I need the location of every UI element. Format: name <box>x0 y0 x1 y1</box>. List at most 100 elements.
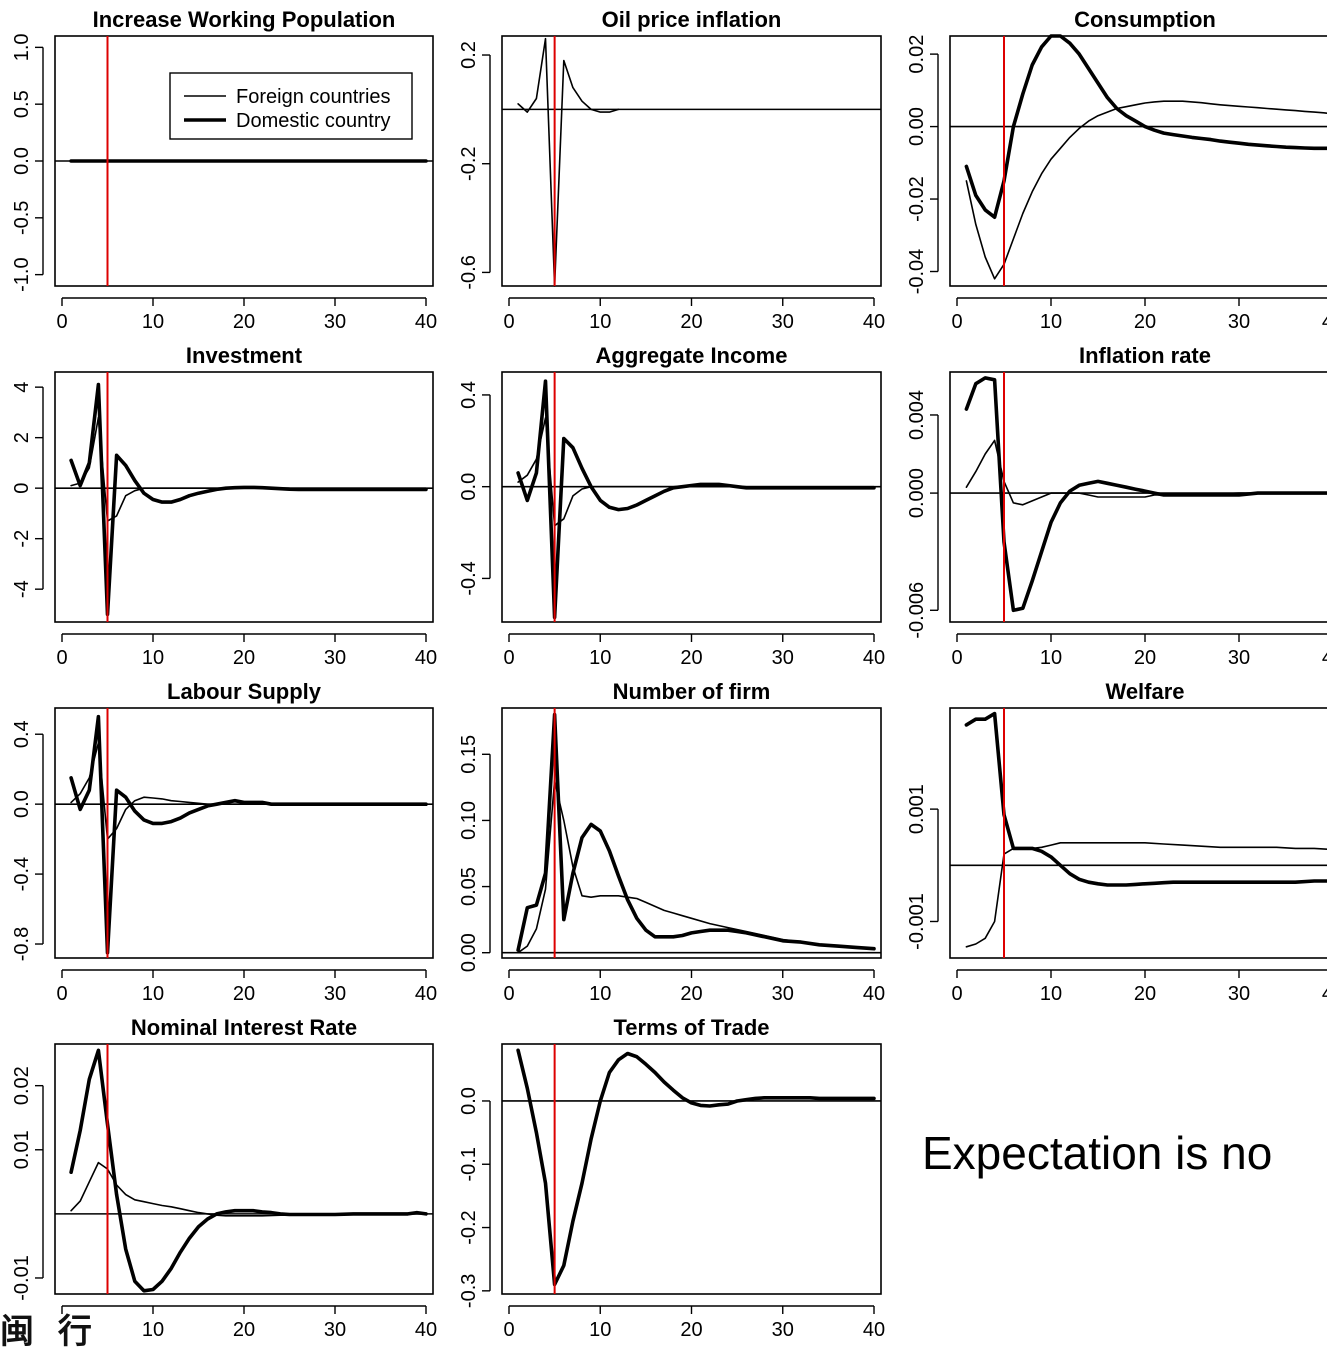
x-tick-label: 10 <box>589 647 611 669</box>
plot-frame <box>54 1043 434 1295</box>
x-tick-label: 30 <box>324 311 346 333</box>
plot-frame <box>54 707 434 959</box>
chart-panel: Aggregate Income 0 10 20 30 40 -0.4 0.0 0.4 <box>458 343 885 669</box>
x-tick-label: 30 <box>772 983 794 1005</box>
series-line-foreign <box>517 37 620 287</box>
plot-frame <box>501 35 882 287</box>
y-tick-label: 4 <box>11 382 33 393</box>
x-tick-label: 30 <box>1228 311 1250 333</box>
chart-title: Welfare <box>1105 679 1184 704</box>
x-tick-label: 40 <box>863 647 885 669</box>
chart-panel: Increase Working Population 0 10 20 30 40 -1.0… <box>11 7 437 333</box>
x-tick-label: 20 <box>233 311 255 333</box>
plot-frame <box>54 371 434 623</box>
x-tick-label: 20 <box>1134 311 1156 333</box>
y-tick-label: 0.02 <box>11 1066 33 1105</box>
x-tick-label: 30 <box>1228 647 1250 669</box>
x-tick-label: 10 <box>1040 647 1062 669</box>
x-tick-label: 0 <box>951 311 962 333</box>
series-line-foreign <box>965 439 1327 506</box>
x-tick-label: 0 <box>951 983 962 1005</box>
x-tick-label: 0 <box>503 983 514 1005</box>
series-line-domestic <box>69 1048 428 1293</box>
x-tick-label: 0 <box>56 647 67 669</box>
x-tick-label: 20 <box>233 647 255 669</box>
x-tick-label: 20 <box>680 983 702 1005</box>
y-tick-label: -0.02 <box>906 176 928 222</box>
chart-title: Oil price inflation <box>602 7 782 32</box>
series-line-domestic <box>964 711 1327 887</box>
series-line-domestic <box>69 382 428 617</box>
x-tick-label: 0 <box>951 647 962 669</box>
series-line-domestic <box>964 34 1327 219</box>
y-tick-label: 0.0 <box>458 473 480 501</box>
chart-panel: Inflation rate 0 10 20 30 40 -0.006 0.000 0.004 <box>906 343 1327 669</box>
x-tick-label: 10 <box>142 647 164 669</box>
series-line-domestic <box>69 714 428 955</box>
y-tick-label: 0.15 <box>458 735 480 774</box>
legend-box <box>169 72 413 140</box>
y-tick-label: 0.4 <box>458 381 480 409</box>
y-tick-label: 0.0 <box>458 1087 480 1115</box>
legend-label-foreign: Foreign countries <box>236 86 391 108</box>
x-tick-label: 40 <box>863 311 885 333</box>
y-tick-label: -0.6 <box>458 255 480 289</box>
x-tick-label: 20 <box>680 647 702 669</box>
x-tick-label: 0 <box>56 983 67 1005</box>
series-line-foreign <box>965 100 1327 280</box>
x-tick-label: 30 <box>1228 983 1250 1005</box>
chart-panel: Number of firm 0 10 20 30 40 0.00 0.05 0.10 0.15 <box>458 679 885 1005</box>
x-tick-label: 30 <box>772 311 794 333</box>
chart-title: Nominal Interest Rate <box>131 1015 357 1040</box>
plot-frame <box>501 707 882 959</box>
x-tick-label: 0 <box>56 311 67 333</box>
plot-frame <box>501 1043 882 1295</box>
chart-title: Labour Supply <box>167 679 322 704</box>
y-tick-label: 0.10 <box>458 801 480 840</box>
y-tick-label: -0.4 <box>458 561 480 595</box>
x-tick-label: 30 <box>324 1319 346 1341</box>
chart-panel: Oil price inflation 0 10 20 30 40 -0.6 -0.2 0.2 <box>458 7 885 333</box>
y-tick-label: 0.01 <box>11 1130 33 1169</box>
y-tick-label: 0.05 <box>458 867 480 906</box>
y-tick-label: 2 <box>11 432 33 443</box>
x-tick-label: 30 <box>324 983 346 1005</box>
y-tick-label: 1.0 <box>11 33 33 61</box>
x-tick-label: 40 <box>415 311 437 333</box>
x-tick-label: 40 <box>415 647 437 669</box>
y-tick-label: -0.001 <box>906 893 928 950</box>
x-tick-label: 0 <box>503 1319 514 1341</box>
series-line-domestic <box>516 1048 876 1287</box>
x-tick-label: 10 <box>142 1319 164 1341</box>
y-tick-label: 0.4 <box>11 720 33 748</box>
series-line-domestic <box>516 379 876 620</box>
y-tick-label: 0.0 <box>11 147 33 175</box>
x-tick-label: 20 <box>233 983 255 1005</box>
y-tick-label: 0.000 <box>906 468 928 518</box>
y-tick-label: -0.006 <box>906 582 928 639</box>
x-tick-label: 10 <box>1040 311 1062 333</box>
y-tick-label: -0.8 <box>11 927 33 961</box>
x-tick-label: 10 <box>589 983 611 1005</box>
y-tick-label: 0.02 <box>906 35 928 74</box>
x-tick-label: 10 <box>589 311 611 333</box>
x-tick-label: 40 <box>1322 311 1327 333</box>
chart-panel: Consumption 0 10 20 30 40 -0.04 -0.02 0.00 0.02 <box>906 7 1327 333</box>
y-tick-label: 0.004 <box>906 390 928 440</box>
plot-frame <box>949 707 1327 959</box>
chart-title: Terms of Trade <box>613 1015 769 1040</box>
plot-frame <box>949 371 1327 623</box>
y-tick-label: 0.2 <box>458 41 480 69</box>
x-tick-label: 40 <box>863 1319 885 1341</box>
y-tick-label: 0.00 <box>458 933 480 972</box>
seal-stamp: 闽 行 <box>0 1312 98 1352</box>
chart-title: Aggregate Income <box>596 343 788 368</box>
x-tick-label: 30 <box>772 1319 794 1341</box>
y-tick-label: -2 <box>11 530 33 548</box>
y-tick-label: -0.4 <box>11 857 33 891</box>
x-tick-label: 30 <box>324 647 346 669</box>
series-line-foreign <box>70 416 427 522</box>
